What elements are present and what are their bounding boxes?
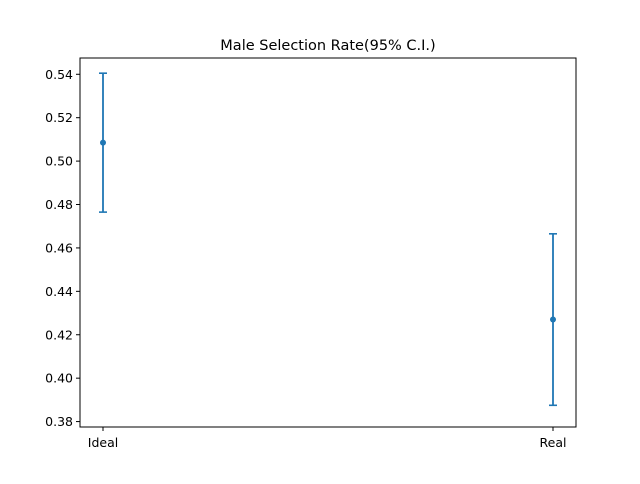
- ticks-layer: 0.38 0.40 0.42 0.44 0.46 0.48 0.50 0.52 0.54 Idea…: [45, 67, 566, 450]
- y-tick-label: 0.44: [45, 284, 73, 299]
- y-tick-label: 0.50: [45, 154, 73, 169]
- chart-title: Male Selection Rate(95% C.I.): [220, 38, 435, 54]
- y-tick-label: 0.40: [45, 371, 73, 386]
- y-tick-label: 0.42: [45, 327, 73, 342]
- data-point: [550, 316, 556, 323]
- y-tick-label: 0.48: [45, 197, 73, 212]
- y-tick-label: 0.52: [45, 110, 73, 125]
- x-tick-label: Real: [540, 435, 567, 450]
- x-tick-label: Ideal: [88, 435, 118, 450]
- marks-layer: [99, 72, 557, 407]
- y-tick-label: 0.38: [45, 414, 73, 429]
- data-point: [100, 139, 106, 146]
- y-tick-label: 0.54: [45, 67, 73, 82]
- y-tick-label: 0.46: [45, 240, 73, 255]
- plot-area-frame: [79, 57, 577, 428]
